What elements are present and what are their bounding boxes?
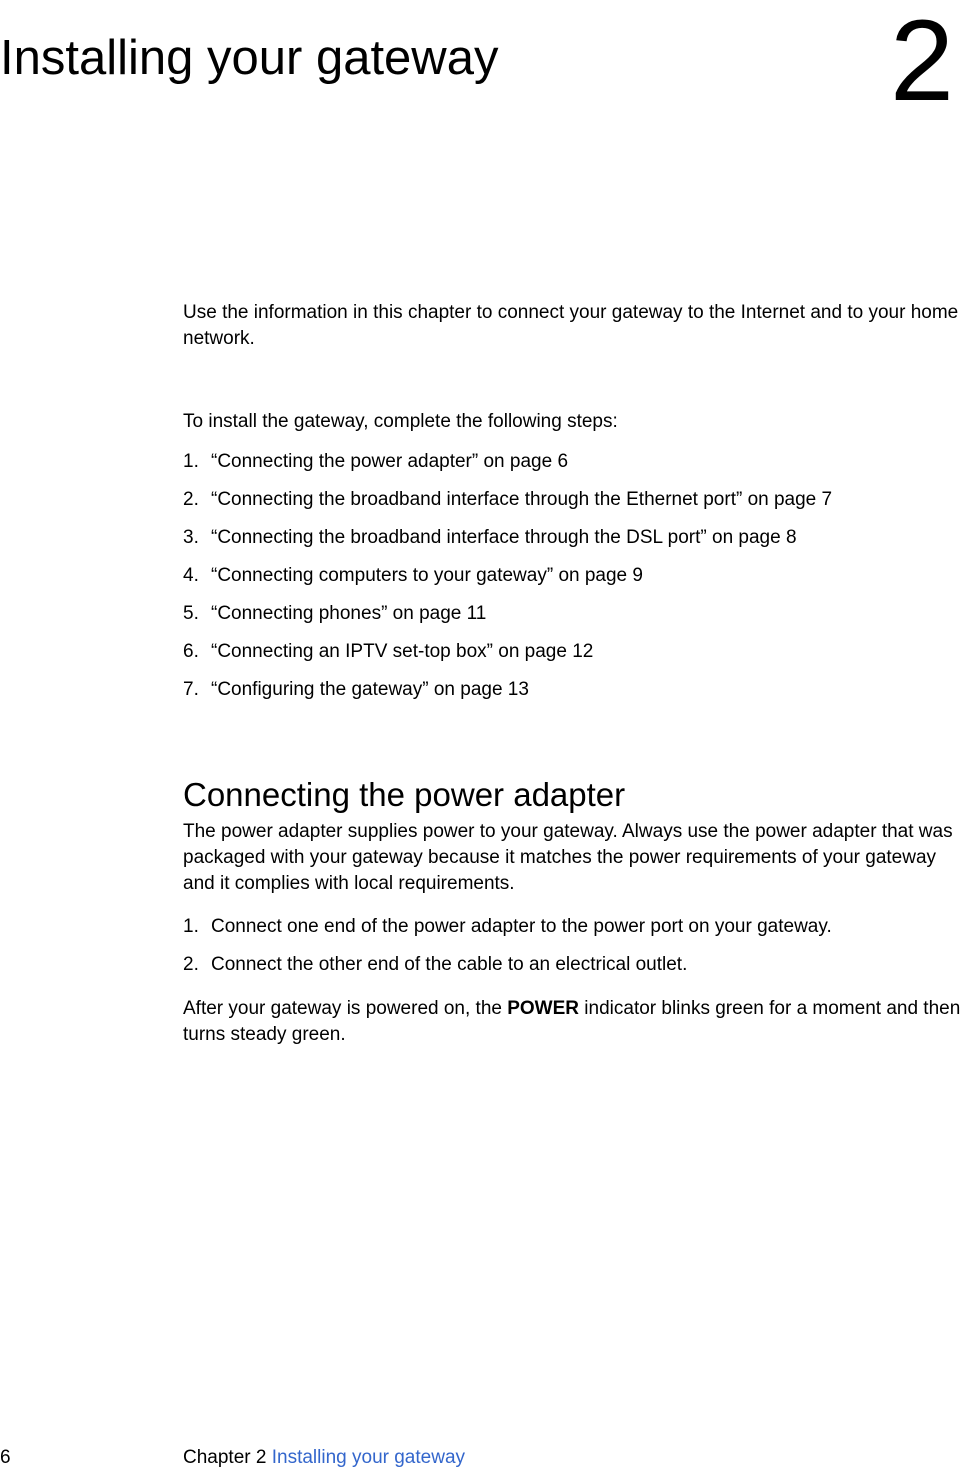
power-note: After your gateway is powered on, the PO… [183,996,969,1047]
page-title: Installing your gateway [0,30,498,86]
content-area: Use the information in this chapter to c… [183,300,969,1047]
chapter-number: 2 [890,0,954,127]
steps-intro: To install the gateway, complete the fol… [183,411,969,433]
list-item: “Configuring the gateway” on page 13 [183,679,969,701]
intro-paragraph: Use the information in this chapter to c… [183,300,969,351]
page-number: 6 [0,1447,11,1469]
footer-chapter-title: Installing your gateway [272,1447,465,1468]
list-item: “Connecting an IPTV set-top box” on page… [183,641,969,663]
footer-chapter-label: Chapter 2 [183,1447,272,1468]
note-text-before: After your gateway is powered on, the [183,998,507,1019]
power-steps-list: Connect one end of the power adapter to … [183,916,969,976]
section-body: The power adapter supplies power to your… [183,819,969,896]
list-item: Connect the other end of the cable to an… [183,954,969,976]
list-item: “Connecting the broadband interface thro… [183,527,969,549]
list-item: “Connecting phones” on page 11 [183,603,969,625]
footer-text: Chapter 2 Installing your gateway [183,1447,465,1469]
list-item: Connect one end of the power adapter to … [183,916,969,938]
section-heading: Connecting the power adapter [183,776,969,814]
list-item: “Connecting the broadband interface thro… [183,489,969,511]
list-item: “Connecting computers to your gateway” o… [183,565,969,587]
install-steps-list: “Connecting the power adapter” on page 6… [183,451,969,701]
list-item: “Connecting the power adapter” on page 6 [183,451,969,473]
note-bold-power: POWER [507,998,579,1019]
